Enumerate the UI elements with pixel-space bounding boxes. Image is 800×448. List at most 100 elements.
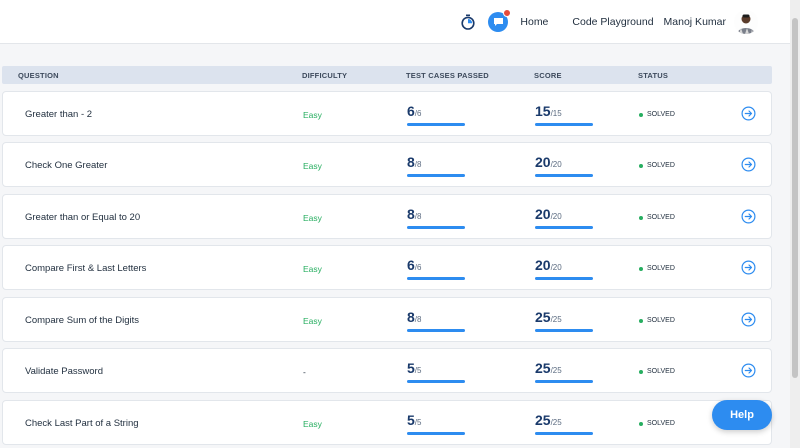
score: 20/20 [535, 257, 593, 280]
table-row[interactable]: Validate Password - 5/5 25/25 SOLVED [2, 348, 772, 393]
test-cases-total: /5 [414, 366, 422, 375]
test-cases-passed-count: 8 [407, 154, 415, 170]
test-cases-passed: 5/5 [407, 412, 465, 435]
score-value: 20 [535, 206, 551, 222]
score: 15/15 [535, 103, 593, 126]
arrow-right-circle-icon[interactable] [741, 157, 756, 172]
column-header-score: SCORE [534, 71, 562, 80]
question-title[interactable]: Compare First & Last Letters [25, 263, 147, 274]
score-max: /25 [550, 366, 562, 375]
arrow-right-circle-icon[interactable] [741, 312, 756, 327]
table-header: QUESTION DIFFICULTY TEST CASES PASSED SC… [2, 66, 772, 84]
test-cases-passed: 8/8 [407, 309, 465, 332]
test-cases-progress-bar [407, 226, 465, 229]
table-row[interactable]: Check Last Part of a String Easy 5/5 25/25 S… [2, 400, 772, 445]
score-progress-bar [535, 277, 593, 280]
top-bar: Home Code Playground Manoj Kumar [0, 0, 790, 44]
avatar[interactable] [734, 9, 758, 34]
test-cases-total: /6 [414, 109, 422, 118]
score: 20/20 [535, 154, 593, 177]
table-row[interactable]: Greater than - 2 Easy 6/6 15/15 SOLVED [2, 91, 772, 136]
score-max: /20 [550, 160, 562, 169]
score-max: /15 [550, 109, 562, 118]
test-cases-passed: 8/8 [407, 206, 465, 229]
score-progress-bar [535, 432, 593, 435]
test-cases-total: /6 [414, 263, 422, 272]
score-value: 20 [535, 257, 551, 273]
difficulty-label: Easy [303, 110, 322, 120]
difficulty-label: Easy [303, 161, 322, 171]
status-label: SOLVED [647, 111, 675, 118]
test-cases-total: /8 [414, 212, 422, 221]
question-title[interactable]: Validate Password [25, 366, 103, 377]
status-label: SOLVED [647, 317, 675, 324]
test-cases-progress-bar [407, 277, 465, 280]
status-label: SOLVED [647, 162, 675, 169]
status-dot [639, 369, 643, 374]
test-cases-passed-count: 5 [407, 360, 415, 376]
test-cases-total: /5 [414, 418, 422, 427]
question-title[interactable]: Compare Sum of the Digits [25, 315, 140, 326]
status-badge: SOLVED [639, 317, 675, 324]
status-badge: SOLVED [639, 111, 675, 118]
arrow-right-circle-icon[interactable] [741, 260, 756, 275]
scrollbar[interactable] [790, 0, 800, 448]
question-title[interactable]: Check One Greater [25, 160, 108, 171]
help-button[interactable]: Help [712, 400, 772, 430]
test-cases-progress-bar [407, 380, 465, 383]
arrow-right-circle-icon[interactable] [741, 106, 756, 121]
status-badge: SOLVED [639, 368, 675, 375]
score-value: 25 [535, 309, 551, 325]
test-cases-progress-bar [407, 329, 465, 332]
score-max: /25 [550, 315, 562, 324]
status-label: SOLVED [647, 368, 675, 375]
status-label: SOLVED [647, 265, 675, 272]
score-value: 25 [535, 412, 551, 428]
test-cases-progress-bar [407, 432, 465, 435]
column-header-test-cases: TEST CASES PASSED [406, 71, 489, 80]
test-cases-passed-count: 8 [407, 206, 415, 222]
test-cases-progress-bar [407, 174, 465, 177]
nav-code-playground-link[interactable]: Code Playground [572, 15, 654, 28]
score: 25/25 [535, 360, 593, 383]
column-header-question: QUESTION [18, 71, 59, 80]
arrow-right-circle-icon[interactable] [741, 363, 756, 378]
difficulty-label: Easy [303, 419, 322, 429]
status-label: SOLVED [647, 420, 675, 427]
question-title[interactable]: Greater than or Equal to 20 [25, 212, 141, 223]
status-badge: SOLVED [639, 420, 675, 427]
nav-home-link[interactable]: Home [520, 15, 549, 28]
arrow-right-circle-icon[interactable] [741, 209, 756, 224]
status-dot [639, 215, 643, 220]
status-label: SOLVED [647, 214, 675, 221]
test-cases-passed-count: 5 [407, 412, 415, 428]
test-cases-passed-count: 6 [407, 103, 415, 119]
table-row[interactable]: Greater than or Equal to 20 Easy 8/8 20/20 S… [2, 194, 772, 239]
score-max: /20 [550, 263, 562, 272]
score-value: 20 [535, 154, 551, 170]
status-dot [639, 163, 643, 168]
difficulty-label: Easy [303, 213, 322, 223]
table-row[interactable]: Compare First & Last Letters Easy 6/6 20/20… [2, 245, 772, 290]
table-row[interactable]: Check One Greater Easy 8/8 20/20 SOLVED [2, 142, 772, 187]
status-badge: SOLVED [639, 265, 675, 272]
chat-icon[interactable] [488, 8, 512, 32]
status-badge: SOLVED [639, 214, 675, 221]
test-cases-passed-count: 8 [407, 309, 415, 325]
user-name[interactable]: Manoj Kumar [663, 15, 726, 28]
test-cases-passed: 5/5 [407, 360, 465, 383]
test-cases-passed-count: 6 [407, 257, 415, 273]
score-value: 15 [535, 103, 551, 119]
table-row[interactable]: Compare Sum of the Digits Easy 8/8 25/25 SOL… [2, 297, 772, 342]
score: 25/25 [535, 309, 593, 332]
question-title[interactable]: Check Last Part of a String [25, 418, 139, 429]
scrollbar-thumb[interactable] [792, 18, 798, 378]
difficulty-label: Easy [303, 264, 322, 274]
status-dot [639, 266, 643, 271]
test-cases-passed: 6/6 [407, 257, 465, 280]
score-progress-bar [535, 123, 593, 126]
score-progress-bar [535, 329, 593, 332]
question-title[interactable]: Greater than - 2 [25, 109, 93, 120]
stopwatch-icon[interactable] [460, 14, 476, 30]
status-dot [639, 318, 643, 323]
